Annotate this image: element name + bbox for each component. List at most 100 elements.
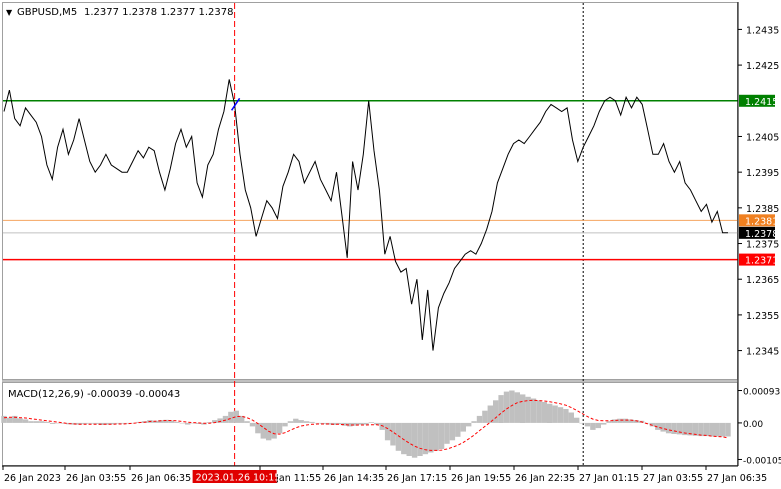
ohlc-readout: 1.2377 1.2378 1.2377 1.2378 [84,7,234,18]
macd-bar [617,418,623,423]
time-tick-label: 26 Jan 11:55 [261,473,321,484]
macd-bar [255,422,261,434]
price-tick-label: 1.2395 [746,168,779,179]
macd-bar [336,422,342,425]
macd-bar [314,422,321,424]
time-tick-label: 26 Jan 17:15 [387,473,447,484]
price-tick-label: 1.2365 [746,275,779,286]
macd-bar [276,422,283,434]
macd-bar [341,422,348,426]
price-tick-label: 1.2345 [746,347,779,358]
macd-bar [411,422,418,458]
price-tick-label: 1.2425 [746,61,779,72]
macd-bar [628,419,634,423]
macd-bar [55,422,61,424]
macd-bar [244,421,250,423]
macd-bar [293,418,299,423]
macd-bar [217,418,223,423]
macd-bar [655,422,661,430]
macd-bar [563,409,569,423]
macd-bar [320,422,326,424]
macd-bar [260,422,266,439]
macd-bar [76,422,83,425]
macd-bar [466,422,472,427]
macd-bar [552,405,558,423]
macd-bar [471,421,477,423]
macd-bar [487,405,493,423]
window-menu-icon[interactable]: ▼ [6,8,13,17]
red-level-label: 1.2371 [745,256,778,267]
macd-bar [282,422,288,427]
price-tick-label: 1.2375 [746,240,779,251]
macd-bar [222,415,229,423]
macd-tick-label: -0.00105 [743,456,781,466]
macd-tick-label: 0.00 [743,420,763,430]
macd-bar [104,422,110,425]
macd-bar [579,422,585,424]
macd-bar [163,419,169,423]
macd-signal-line [3,399,729,451]
time-tick-label: 26 Jan 2023 [4,473,61,484]
macd-bar [114,422,121,424]
macd-bar [455,422,461,437]
symbol-timeframe: GBPUSD,M5 [17,7,77,18]
macd-bar [125,422,131,424]
macd-bar [17,418,23,423]
macd-bar [530,398,537,423]
macd-bar [444,422,450,444]
current-price-label: 1.2378 [745,229,778,240]
macd-bar [449,422,456,441]
time-tick-label: 27 Jan 01:15 [579,473,639,484]
macd-bar [228,411,234,423]
macd-bar [433,422,439,451]
macd-bar [525,396,531,423]
macd-bar [649,422,656,427]
price-tick-label: 1.2435 [746,25,779,36]
macd-bar [212,420,218,423]
macd-bar [363,422,369,425]
price-tick-label: 1.2405 [746,132,779,143]
green-level-label-bg [739,94,775,107]
macd-bar [28,421,34,423]
current-price-label-bg [739,226,775,239]
macd-bar [185,422,191,425]
macd-bar [536,400,542,423]
macd-tick-label: 0.00093 [743,388,780,398]
macd-bar [574,417,580,423]
macd-bar [44,421,50,423]
macd-bar [460,422,466,432]
orange-level-label-bg [739,214,775,227]
macd-bar [422,422,429,455]
macd-bar [406,422,412,456]
macd-bar [498,395,504,423]
macd-bar [509,390,515,423]
macd-bar [22,419,29,423]
macd-bar [93,422,99,424]
macd-bar [633,420,639,423]
macd-bar [622,418,628,423]
time-tick-label: 26 Jan 22:35 [515,473,575,484]
macd-bar [49,422,56,424]
macd-bar [476,415,483,423]
macd-bar [6,417,13,423]
macd-bar [584,422,591,427]
macd-bar [374,422,380,425]
macd-bar [357,422,364,425]
macd-bar [379,422,385,430]
macd-bar [601,422,607,425]
macd-bar [239,415,245,423]
price-line [3,79,728,351]
macd-bar [438,422,445,449]
macd-bar [12,415,18,423]
macd-bar [568,412,574,423]
macd-bar [384,422,391,441]
green-level-label: 1.2415 [745,97,778,108]
macd-bar [671,422,677,434]
macd-bar [520,394,526,423]
macd-bar [595,422,601,429]
macd-bar [233,410,239,423]
macd-bar [428,422,434,453]
price-tick-label: 1.2385 [746,204,779,215]
macd-bar [714,422,720,437]
